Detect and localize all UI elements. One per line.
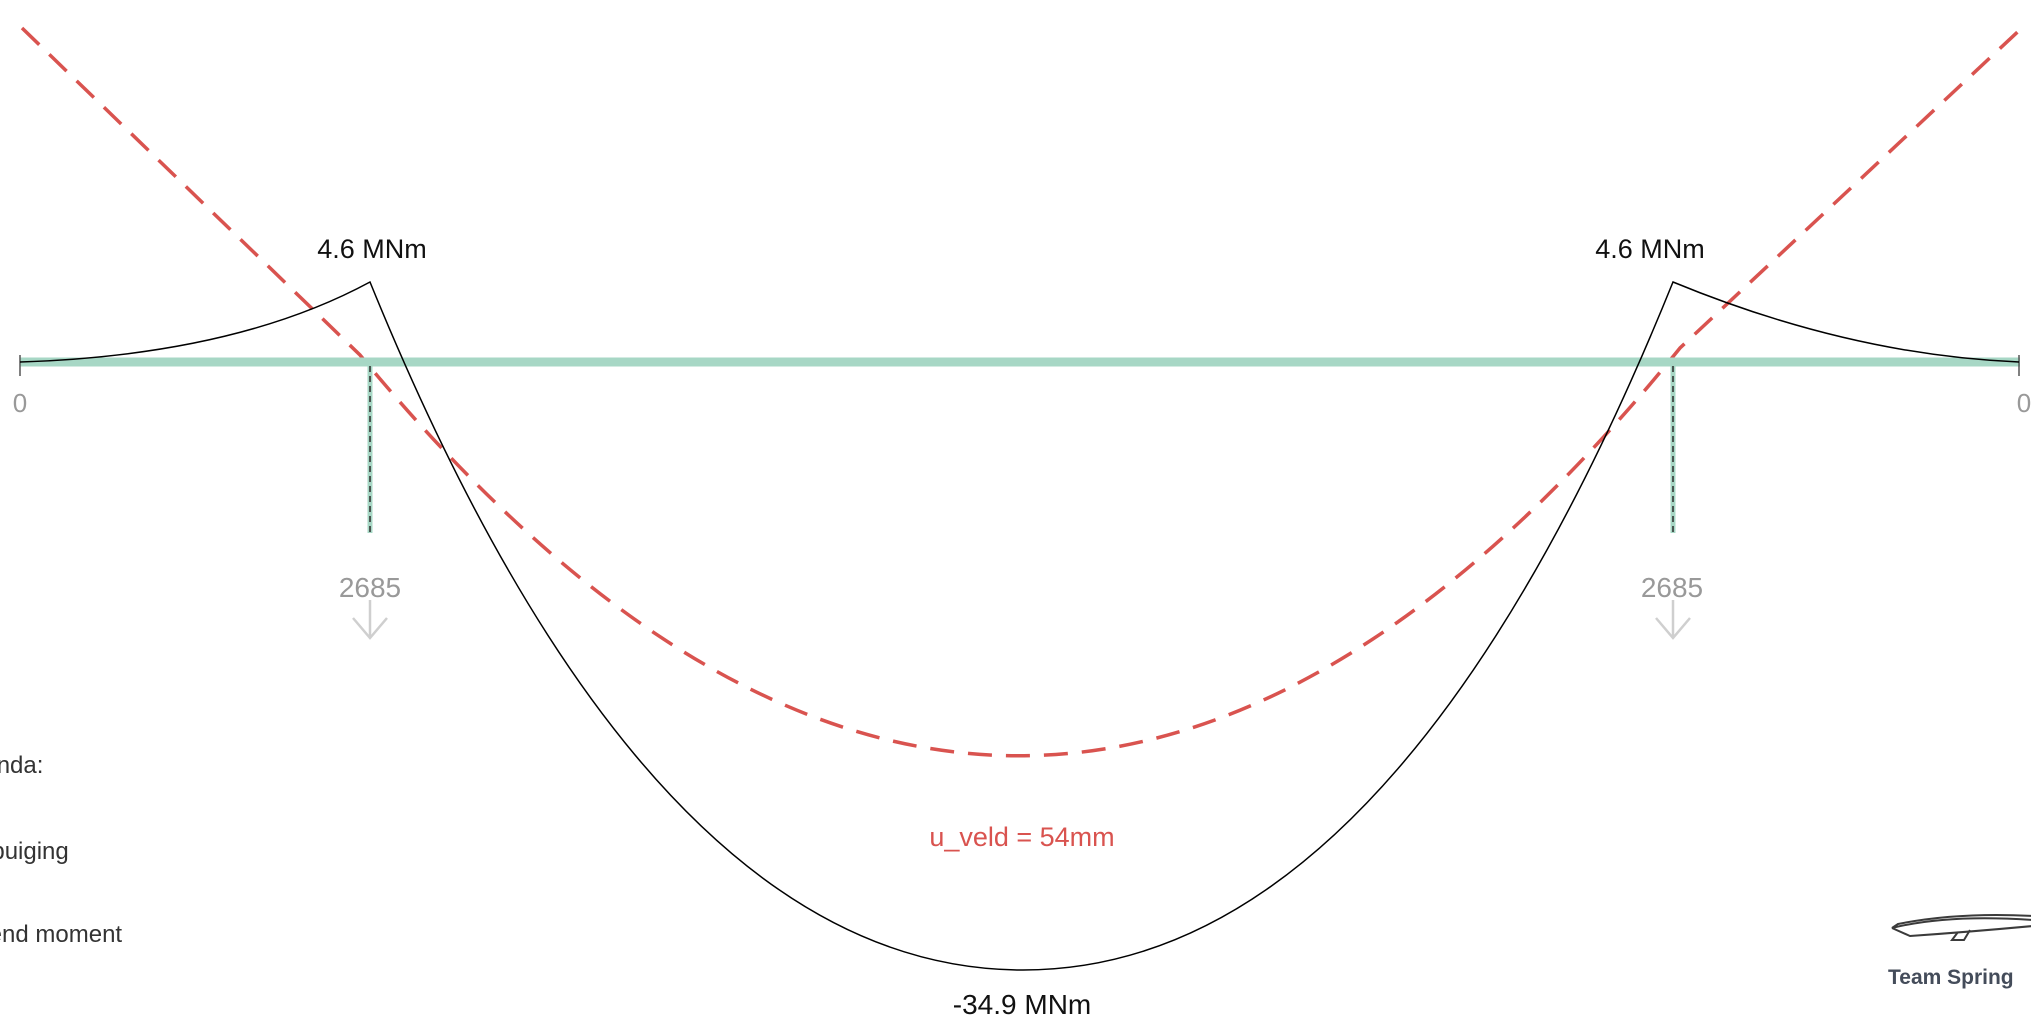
brand-name: Team Spring <box>1888 966 2014 989</box>
reaction-label-right: 2685 <box>1641 572 1703 603</box>
deflection-line <box>20 23 2027 758</box>
deflection-label-field: u_veld = 54mm <box>929 822 1114 852</box>
beam-end-label-right: 0 <box>2017 388 2031 418</box>
brand-logo: Team Spring <box>1888 910 2031 990</box>
reaction-label-left: 2685 <box>339 572 401 603</box>
moment-label-support-left: 4.6 MNm <box>317 234 427 264</box>
spring-logo-icon <box>1891 914 2031 941</box>
legend-title: genda: <box>0 752 44 779</box>
reaction-arrow-left <box>352 600 388 640</box>
moment-label-support-right: 4.6 MNm <box>1595 234 1705 264</box>
beam-end-label-left: 0 <box>13 388 27 418</box>
legend-item-deflection: orbuiging <box>0 838 69 865</box>
reaction-arrow-right <box>1655 600 1691 640</box>
moment-line <box>19 280 2020 971</box>
moment-label-field: -34.9 MNm <box>953 989 1091 1020</box>
legend-item-moment: igend moment <box>0 921 123 948</box>
